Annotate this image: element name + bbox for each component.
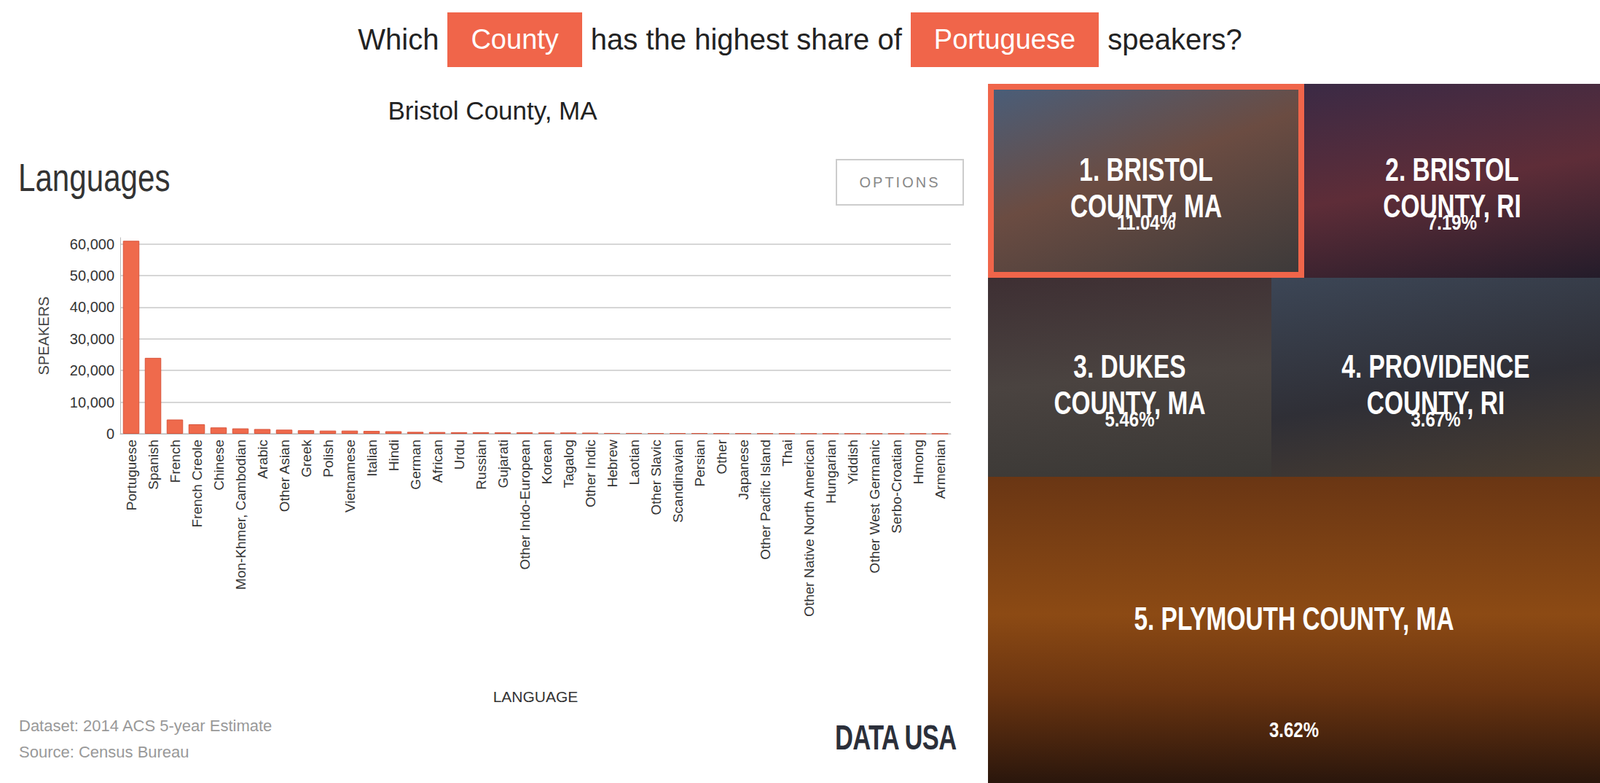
svg-text:Italian: Italian <box>364 439 380 477</box>
svg-text:40,000: 40,000 <box>69 298 115 315</box>
svg-text:50,000: 50,000 <box>69 267 115 284</box>
svg-text:Gujarati: Gujarati <box>495 439 511 489</box>
svg-text:LANGUAGE: LANGUAGE <box>493 687 579 705</box>
html-text:speakers?: speakers? <box>1107 22 1243 56</box>
svg-text:Greek: Greek <box>298 439 315 478</box>
html-text:DATA USA: DATA USA <box>834 717 957 757</box>
html-text:OPTIONS: OPTIONS <box>859 173 941 190</box>
html-text:Bristol County, MA: Bristol County, MA <box>387 96 598 125</box>
svg-text:20,000: 20,000 <box>69 362 115 379</box>
svg-text:Mon-Khmer, Cambodian: Mon-Khmer, Cambodian <box>233 439 249 590</box>
svg-text:Laotian: Laotian <box>626 439 642 485</box>
svg-text:Polish: Polish <box>320 439 336 478</box>
svg-text:Urdu: Urdu <box>451 439 468 470</box>
svg-text:Persian: Persian <box>692 439 708 486</box>
html-text:5.46%: 5.46% <box>1104 406 1155 431</box>
svg-text:Arabic: Arabic <box>255 439 271 479</box>
svg-text:Japanese: Japanese <box>735 439 752 500</box>
html-text:3.62%: 3.62% <box>1269 716 1319 741</box>
svg-text:Other Asian: Other Asian <box>276 439 293 512</box>
html-text:County: County <box>470 23 559 55</box>
svg-text:French Creole: French Creole <box>189 439 205 527</box>
html-text:11.04%: 11.04% <box>1116 209 1176 234</box>
svg-text:30,000: 30,000 <box>69 330 115 347</box>
svg-text:Portuguese: Portuguese <box>123 439 140 511</box>
svg-text:Hmong: Hmong <box>910 439 927 484</box>
svg-text:Vietnamese: Vietnamese <box>342 439 358 513</box>
svg-text:German: German <box>408 439 424 490</box>
html-text:Source: Census Bureau: Source: Census Bureau <box>18 742 190 761</box>
svg-text:Other: Other <box>714 438 730 474</box>
html-text:7.19%: 7.19% <box>1427 209 1477 234</box>
svg-text:Other West Germanic: Other West Germanic <box>867 439 883 573</box>
svg-text:0: 0 <box>106 425 115 442</box>
svg-text:Other Indic: Other Indic <box>582 439 599 508</box>
svg-text:Armenian: Armenian <box>932 439 948 499</box>
svg-text:Other Pacific Island: Other Pacific Island <box>757 439 774 560</box>
html-text:4. PROVIDENCE COUNTY, RI: 4. PROVIDENCE COUNTY, RI <box>1341 347 1530 421</box>
html-text:3.67%: 3.67% <box>1410 406 1461 431</box>
svg-text:Thai: Thai <box>779 439 795 467</box>
svg-text:SPEAKERS: SPEAKERS <box>35 296 52 376</box>
svg-text:French: French <box>167 439 183 483</box>
html-text:has the highest share of: has the highest share of <box>590 22 902 56</box>
html-text:1. BRISTOL COUNTY, MA: 1. BRISTOL COUNTY, MA <box>1070 151 1222 224</box>
html-text:5. PLYMOUTH COUNTY, MA: 5. PLYMOUTH COUNTY, MA <box>1133 600 1454 637</box>
html-text:Dataset: 2014 ACS 5-year Estim: Dataset: 2014 ACS 5-year Estimate <box>18 716 272 735</box>
svg-text:Korean: Korean <box>539 439 555 484</box>
svg-text:African: African <box>429 439 446 483</box>
svg-text:Hebrew: Hebrew <box>604 439 621 488</box>
svg-text:Hindi: Hindi <box>386 439 402 471</box>
html-text:Portuguese: Portuguese <box>933 23 1076 55</box>
html-text:Which: Which <box>357 22 439 56</box>
html-text:2. BRISTOL COUNTY, RI: 2. BRISTOL COUNTY, RI <box>1383 151 1522 224</box>
svg-text:Russian: Russian <box>473 439 489 490</box>
svg-text:Scandinavian: Scandinavian <box>670 439 686 523</box>
svg-text:Other Indo-European: Other Indo-European <box>517 439 533 570</box>
svg-text:60,000: 60,000 <box>69 236 115 253</box>
svg-text:Yiddish: Yiddish <box>845 439 861 485</box>
svg-text:Serbo-Croatian: Serbo-Croatian <box>888 439 905 534</box>
svg-text:Chinese: Chinese <box>211 439 227 491</box>
svg-text:Tagalog: Tagalog <box>561 439 577 489</box>
svg-text:Other Slavic: Other Slavic <box>648 439 664 515</box>
svg-text:Other Native North American: Other Native North American <box>801 439 817 617</box>
svg-text:Hungarian: Hungarian <box>823 439 839 504</box>
html-text:Languages: Languages <box>18 155 171 199</box>
svg-text:10,000: 10,000 <box>69 394 115 411</box>
html-text:3. DUKES COUNTY, MA: 3. DUKES COUNTY, MA <box>1053 347 1206 421</box>
svg-text:Spanish: Spanish <box>145 439 162 490</box>
